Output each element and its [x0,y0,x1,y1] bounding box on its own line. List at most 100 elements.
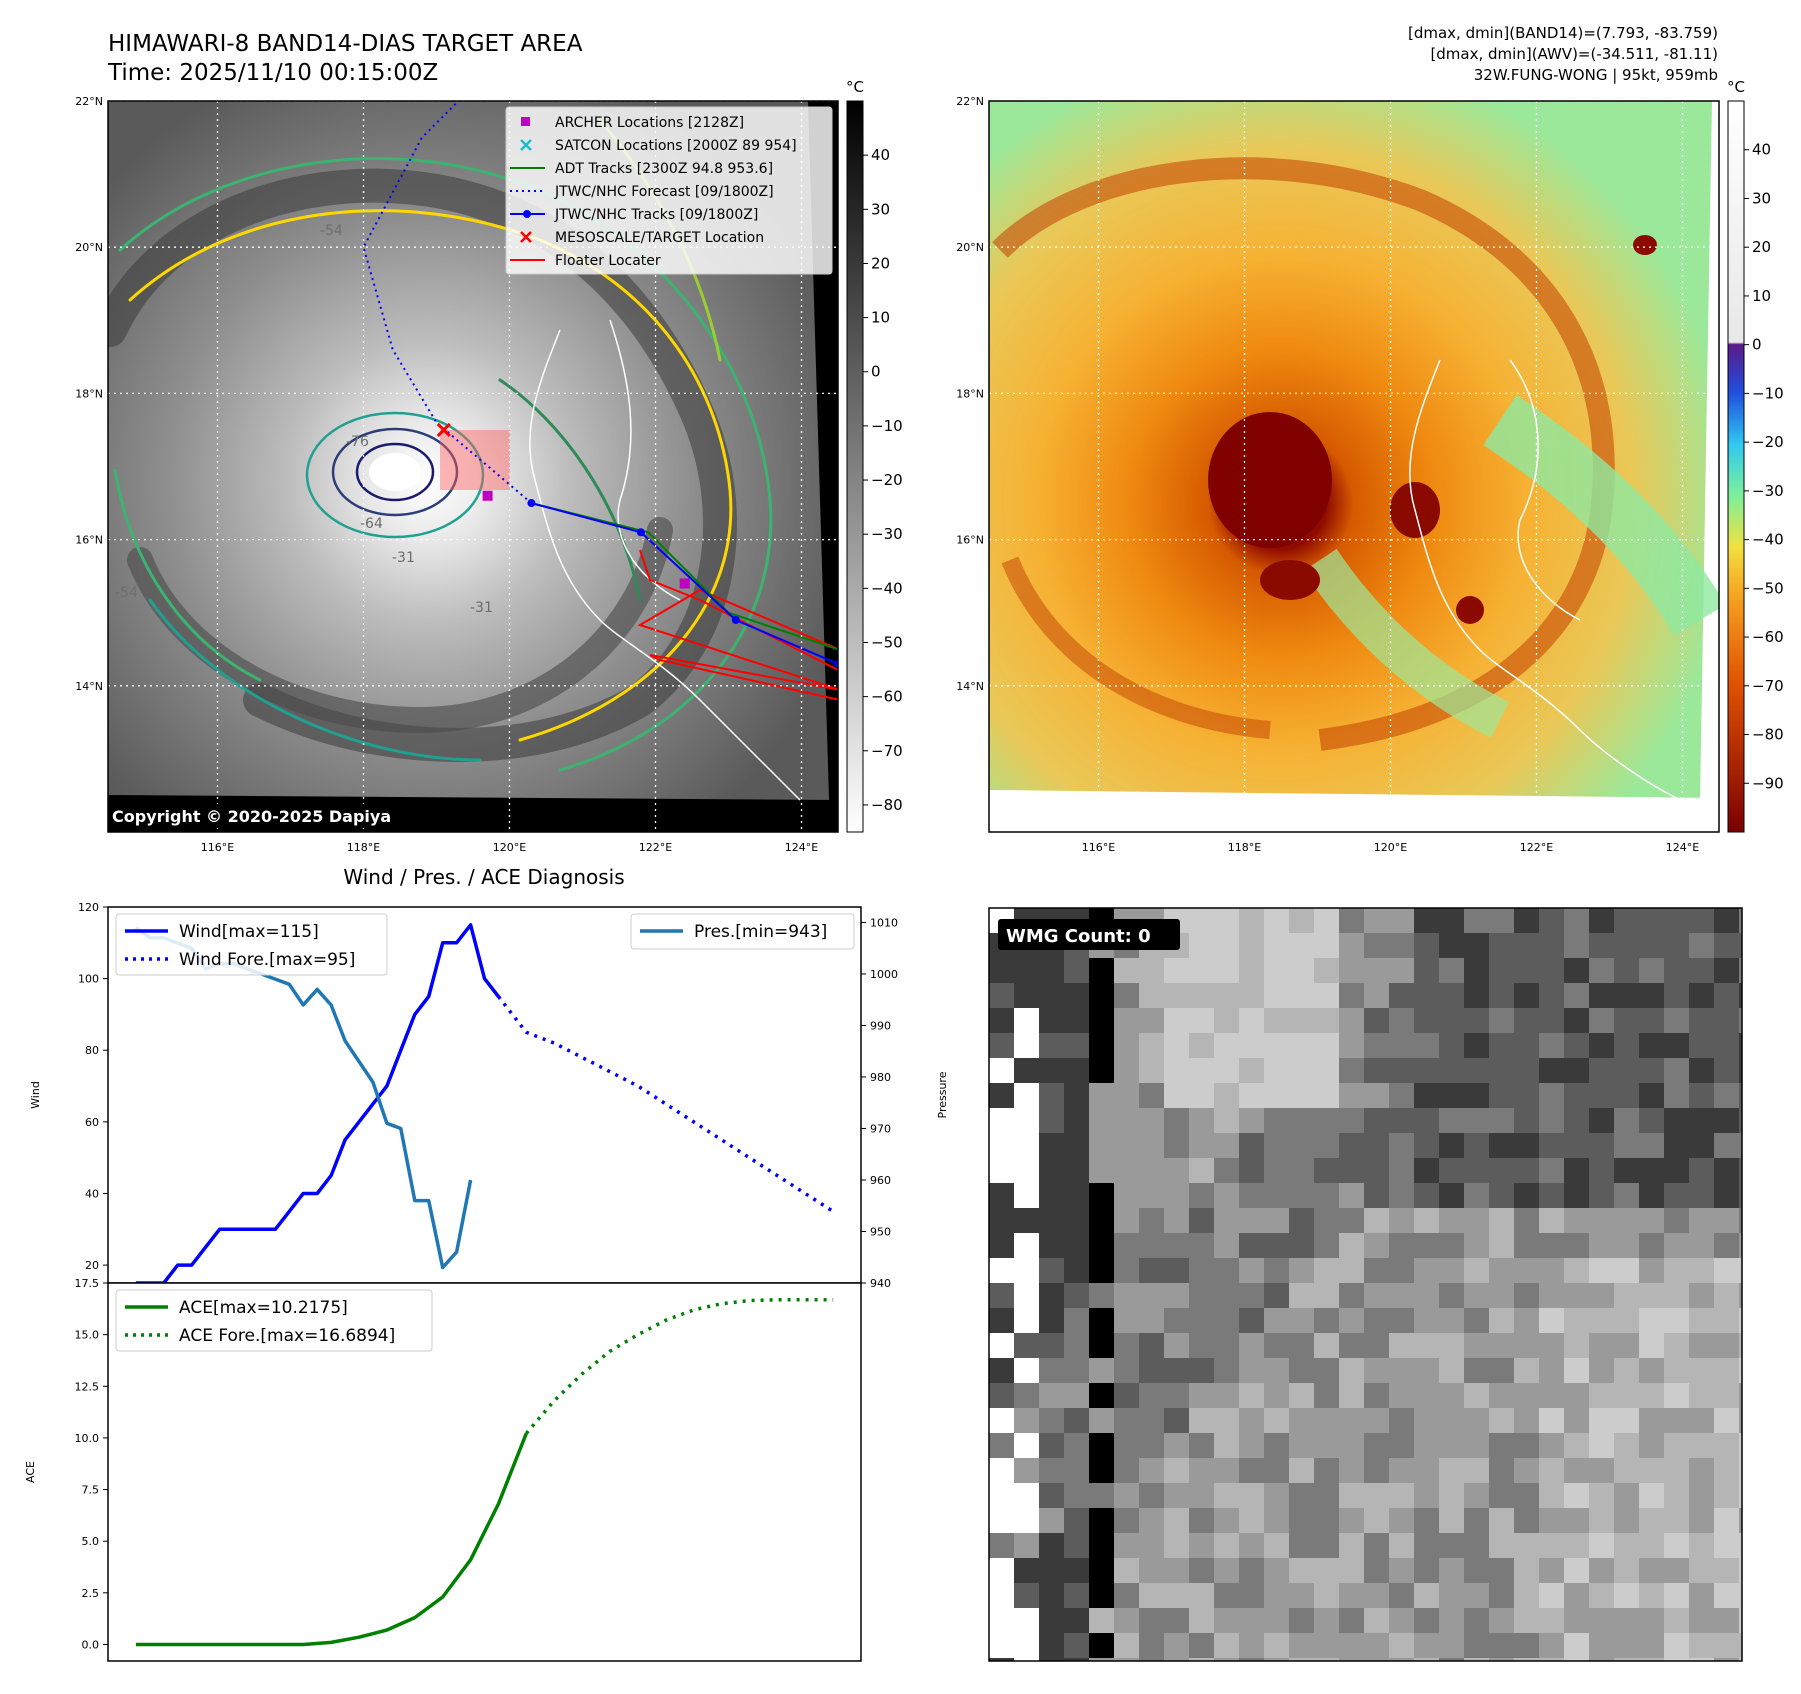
wmg-block [1039,1158,1064,1183]
ir-colorbar-unit: °C [846,78,864,96]
wmg-block [1214,1483,1239,1508]
wmg-block [1064,1108,1089,1133]
wmg-block [1289,1458,1314,1483]
wmg-block [1064,1458,1089,1483]
wmg-block [1139,1608,1164,1633]
wmg-block [1214,1233,1239,1258]
wmg-block [1039,1533,1064,1558]
wmg-block [1089,1558,1114,1583]
wmg-block [1289,958,1314,983]
wmg-block [1564,1458,1589,1483]
wmg-block [1264,1083,1289,1108]
wmg-block [1264,1183,1289,1208]
wmg-block [1389,1558,1414,1583]
wmg-block [1389,1133,1414,1158]
wmg-block [1014,1533,1039,1558]
wmg-block [1689,983,1714,1008]
wmg-block [1039,1458,1064,1483]
wmg-block [1739,1033,1742,1058]
wmg-block [1514,1233,1539,1258]
wmg-block [1689,1383,1714,1408]
wmg-block [1439,1458,1464,1483]
wmg-block [1339,1133,1364,1158]
wmg-block [1639,1333,1664,1358]
ir-legend-label: Floater Locater [555,253,661,269]
wmg-block [1414,1658,1439,1661]
wind-legend: Wind[max=115] Wind Fore.[max=95] [115,913,388,976]
wind-forecast-series-line [497,995,835,1213]
wmg-block [1739,1283,1742,1308]
luzon-coastline [529,329,801,801]
wmg-block [1164,1258,1189,1283]
jtwc-track-point [731,616,740,625]
wmg-block [1314,1508,1339,1533]
wmg-block [1089,1283,1114,1308]
luzon-east-coast [609,319,681,601]
wmg-block [1314,1183,1339,1208]
wmg-block [1289,1208,1314,1233]
wmg-block [1639,1158,1664,1183]
wmg-block [1564,958,1589,983]
wmg-block [1664,1433,1689,1458]
wmg-block [1639,1658,1664,1661]
wmg-block [1464,933,1489,958]
wmg-block [1589,1458,1614,1483]
wmg-block [1339,1658,1364,1661]
wmg-block [1664,1108,1689,1133]
wmg-block [1514,1008,1539,1033]
wmg-block [1639,1183,1664,1208]
wmg-block [1364,1008,1389,1033]
pressure-tick: 1000 [870,968,898,981]
wmg-block [1139,958,1164,983]
wmg-block [989,1358,1014,1383]
wmg-block [1514,933,1539,958]
wmg-block [1714,1583,1739,1608]
map-y-tick: 20°N [956,241,984,254]
colorbar-tick: −90 [1752,774,1784,792]
ir-target-shading [440,430,510,490]
wmg-block [1139,1258,1164,1283]
wmg-block [1314,1133,1339,1158]
wmg-block [1564,983,1589,1008]
wmg-block [1489,1333,1514,1358]
wmg-block [1164,1133,1189,1158]
wmg-block [1589,1258,1614,1283]
wmg-block [1364,1508,1389,1533]
wmg-block [1064,1258,1089,1283]
wmg-block [1289,1108,1314,1133]
wmg-block [1189,1658,1214,1661]
map-x-tick: 124°E [1666,841,1699,854]
wmg-block [1464,908,1489,933]
wmg-block [1714,958,1739,983]
wmg-block [1339,1533,1364,1558]
wmg-block [1014,1633,1039,1658]
wmg-block [1639,1308,1664,1333]
wmg-block [1389,1058,1414,1083]
wmg-block [1039,1183,1064,1208]
wmg-block [1264,1533,1289,1558]
wmg-block [1039,1633,1064,1658]
wmg-block [1139,1208,1164,1233]
wmg-block [1414,1183,1439,1208]
wmg-block [1489,1258,1514,1283]
awv-spiral-dark-2 [1001,556,1271,739]
wmg-block [1589,1508,1614,1533]
wmg-block [1214,1258,1239,1283]
wmg-block [1014,1433,1039,1458]
wmg-block [1714,908,1739,933]
wmg-block [1089,1083,1114,1108]
wmg-block [989,1133,1014,1158]
wmg-block [1289,1508,1314,1533]
wmg-block [1689,1508,1714,1533]
awv-dark-cell [1260,560,1320,600]
wmg-block [1289,1258,1314,1283]
wmg-block [1639,1508,1664,1533]
wmg-block [1364,958,1389,983]
wmg-block [1214,1558,1239,1583]
wmg-block [1014,1558,1039,1583]
wmg-block [1564,1583,1589,1608]
wmg-block [1289,983,1314,1008]
wmg-block [1714,1033,1739,1058]
ir-x-ticks: 116°E 118°E 120°E 122°E 124°E [201,841,818,854]
wmg-block [1214,1108,1239,1133]
